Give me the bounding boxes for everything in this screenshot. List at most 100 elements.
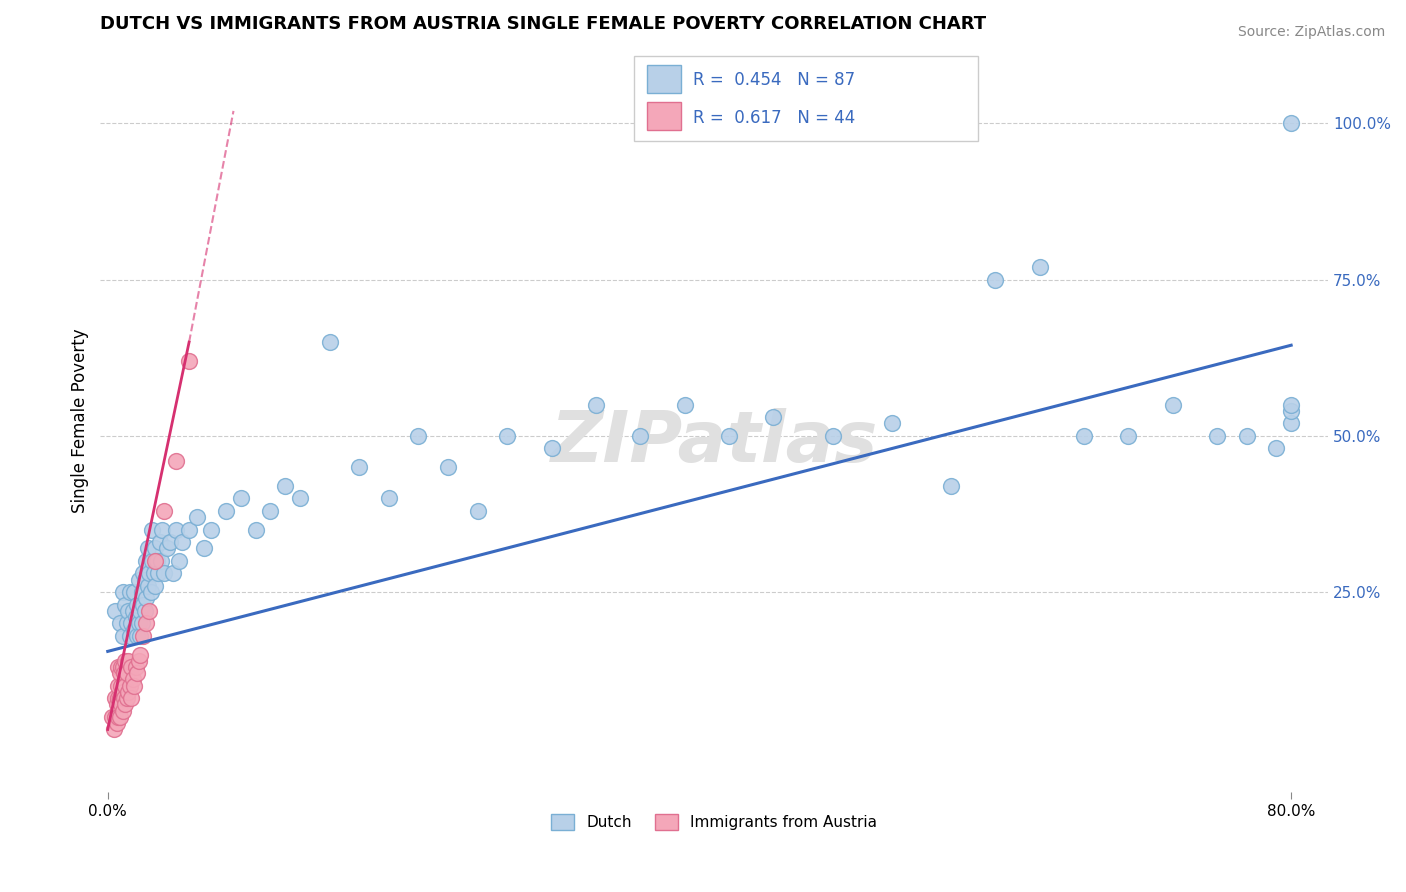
Point (105, 698, 128, 712)
Point (120, 691, 142, 706)
Point (259, 504, 281, 518)
Point (114, 698, 136, 712)
Point (117, 654, 139, 668)
Point (153, 504, 176, 518)
Point (162, 566, 184, 581)
Point (124, 623, 146, 637)
Point (118, 585, 141, 599)
Point (139, 585, 162, 599)
Point (193, 541, 215, 556)
Point (146, 566, 169, 581)
Point (153, 566, 176, 581)
Point (200, 523, 222, 537)
Point (138, 604, 160, 618)
Point (585, 398, 607, 412)
Point (939, 479, 962, 493)
Point (122, 673, 145, 687)
Point (136, 541, 159, 556)
Point (112, 666, 135, 681)
Point (165, 523, 187, 537)
Point (1028, 260, 1050, 274)
Point (1118, 429, 1140, 443)
Point (156, 541, 179, 556)
Point (177, 354, 200, 368)
Point (111, 704, 134, 718)
Point (1236, 429, 1258, 443)
Point (120, 660, 142, 674)
Point (1279, 116, 1302, 130)
Point (101, 710, 124, 724)
Point (122, 604, 145, 618)
Point (115, 691, 138, 706)
Point (880, 417, 903, 431)
Point (112, 691, 135, 706)
Point (107, 679, 129, 693)
Point (274, 479, 297, 493)
Point (136, 579, 159, 593)
Point (105, 716, 128, 731)
Point (124, 679, 146, 693)
Point (131, 585, 153, 599)
Text: R =  0.617   N = 44: R = 0.617 N = 44 (693, 109, 856, 127)
Point (215, 504, 238, 518)
Point (117, 685, 139, 699)
Legend: Dutch, Immigrants from Austria: Dutch, Immigrants from Austria (546, 808, 883, 837)
Point (107, 710, 129, 724)
Point (229, 491, 252, 506)
Point (437, 460, 460, 475)
Point (120, 616, 142, 631)
Point (114, 654, 136, 668)
Point (245, 523, 267, 537)
Point (104, 604, 127, 618)
Point (1073, 429, 1095, 443)
Point (104, 710, 127, 724)
Point (718, 429, 741, 443)
Point (142, 566, 165, 581)
Point (540, 442, 562, 456)
Point (167, 554, 190, 568)
Point (132, 566, 155, 581)
Point (141, 554, 163, 568)
Point (103, 723, 125, 737)
Point (129, 604, 152, 618)
Point (115, 666, 138, 681)
Text: ZIPatlas: ZIPatlas (551, 408, 877, 477)
Point (821, 429, 844, 443)
Point (135, 591, 157, 606)
Point (143, 541, 166, 556)
Y-axis label: Single Female Poverty: Single Female Poverty (72, 328, 89, 513)
Point (628, 429, 651, 443)
Point (111, 685, 134, 699)
Point (134, 604, 156, 618)
Point (1279, 404, 1302, 418)
Point (378, 491, 401, 506)
Point (108, 616, 131, 631)
Point (110, 698, 132, 712)
Point (1279, 398, 1302, 412)
Point (111, 585, 134, 599)
Point (159, 535, 181, 549)
Point (150, 554, 173, 568)
Point (108, 710, 131, 724)
Point (115, 616, 138, 631)
Point (114, 598, 136, 612)
Point (288, 491, 311, 506)
Point (132, 629, 155, 643)
Point (108, 691, 131, 706)
Point (108, 666, 131, 681)
Point (129, 648, 152, 662)
FancyBboxPatch shape (647, 102, 681, 130)
Point (408, 429, 430, 443)
Point (107, 691, 129, 706)
Text: R =  0.454   N = 87: R = 0.454 N = 87 (693, 71, 855, 89)
Point (135, 554, 157, 568)
Point (118, 679, 141, 693)
Point (762, 410, 785, 425)
Point (177, 523, 200, 537)
Point (128, 654, 150, 668)
FancyBboxPatch shape (634, 56, 979, 142)
Point (114, 679, 136, 693)
Point (496, 429, 519, 443)
Point (145, 554, 167, 568)
Point (673, 398, 696, 412)
